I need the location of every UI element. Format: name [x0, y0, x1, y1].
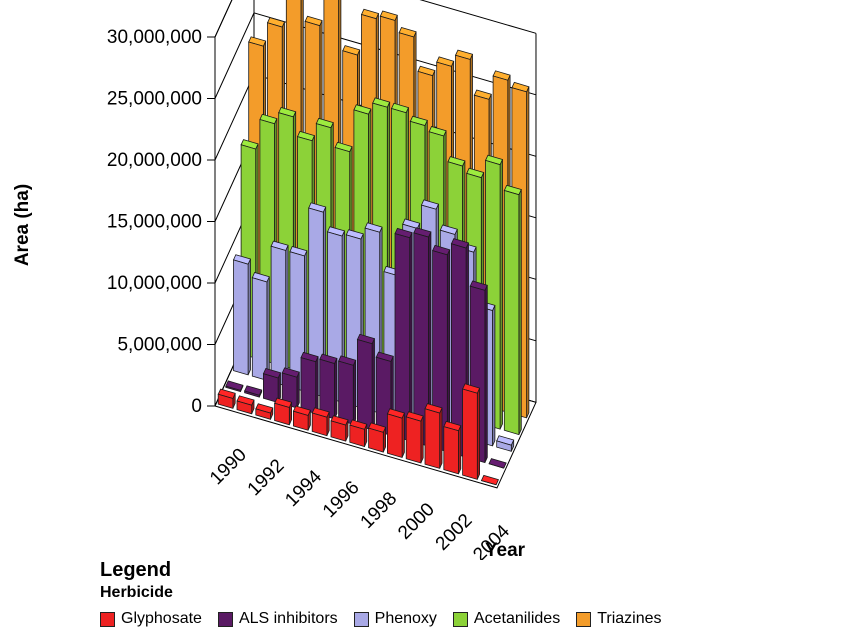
bar-glyphosate-2003: [462, 383, 481, 480]
y-tick-label-30-000-000: 30,000,000: [107, 27, 202, 48]
bar-glyphosate-1992: [255, 403, 274, 420]
legend-item-triazines: Triazines: [576, 610, 662, 628]
legend-subtitle: Herbicide: [100, 584, 173, 601]
bar-glyphosate-1994: [292, 405, 311, 431]
legend-item-phenoxy: Phenoxy: [353, 610, 437, 628]
x-tick-label-1996: 1996: [319, 477, 364, 522]
bar-als-inhibitors-1990: [225, 380, 244, 393]
y-tick-label-25-000-000: 25,000,000: [107, 89, 202, 110]
bar-als-inhibitors-1996: [338, 355, 357, 425]
legend-label-triazines: Triazines: [597, 610, 662, 627]
x-tick-label-1992: 1992: [244, 455, 289, 500]
bar-glyphosate-1993: [274, 397, 293, 426]
bar-glyphosate-2004: [480, 474, 499, 486]
x-tick-label-1994: 1994: [281, 466, 326, 511]
bars: [217, 0, 530, 486]
bar-glyphosate-1991: [236, 395, 255, 415]
bar-glyphosate-1996: [330, 415, 349, 442]
legend-swatch-als-inhibitors: [217, 611, 233, 627]
bar-als-inhibitors-1991: [244, 385, 263, 398]
legend: Legend Herbicide Glyphosate ALS inhibito…: [100, 558, 678, 628]
bar-phenoxy-1994: [308, 202, 327, 398]
legend-items: Glyphosate ALS inhibitors Phenoxy Acetan…: [100, 610, 678, 628]
bar-glyphosate-1999: [386, 408, 405, 459]
bar-phenoxy-1992: [270, 240, 289, 387]
bar-phenoxy-2004: [496, 435, 515, 452]
bar-glyphosate-2002: [443, 420, 462, 475]
x-tick-label-1998: 1998: [357, 488, 402, 533]
bar-glyphosate-1995: [311, 407, 330, 437]
series-glyphosate: [217, 383, 499, 486]
legend-swatch-triazines: [576, 611, 592, 627]
legend-swatch-phenoxy: [353, 611, 369, 627]
bar-als-inhibitors-2004: [488, 458, 507, 469]
chart: 0 5,000,000 10,000,000 15,000,000 20,000,000…: [12, 0, 537, 560]
legend-swatch-acetanilides: [452, 611, 468, 627]
bar-glyphosate-1990: [217, 388, 236, 409]
legend-item-acetanilides: Acetanilides: [452, 610, 561, 628]
gridline-6: [214, 0, 537, 38]
legend-label-als-inhibitors: ALS inhibitors: [238, 610, 338, 627]
bar-als-inhibitors-2001: [432, 244, 451, 453]
bar-glyphosate-1998: [368, 422, 387, 453]
legend-item-glyphosate: Glyphosate: [100, 610, 202, 628]
bar-phenoxy-1991: [251, 272, 270, 381]
y-tick-labels: 0 5,000,000 10,000,000 15,000,000 20,000,000…: [107, 27, 215, 417]
x-tick-label-2002: 2002: [432, 510, 477, 555]
y-tick-label-20-000-000: 20,000,000: [107, 150, 202, 171]
y-tick-label-10-000-000: 10,000,000: [107, 273, 202, 294]
legend-title: Legend: [100, 559, 172, 581]
bar-glyphosate-2000: [405, 411, 424, 464]
legend-item-als-inhibitors: ALS inhibitors: [217, 610, 338, 628]
legend-swatch-glyphosate: [100, 611, 115, 627]
bar-phenoxy-1990: [232, 254, 252, 376]
x-tick-label-1990: 1990: [206, 444, 251, 489]
bar-als-inhibitors-1997: [356, 333, 376, 431]
x-tick-label-2000: 2000: [394, 499, 439, 544]
bar-als-inhibitors-1993: [281, 367, 300, 409]
bar-als-inhibitors-1992: [262, 368, 282, 404]
bar-glyphosate-1997: [349, 419, 368, 448]
bar-acetanilides-2004: [503, 184, 522, 436]
y-tick-label-15-000-000: 15,000,000: [107, 212, 202, 233]
y-axis-label: Area (ha): [12, 184, 33, 266]
bar-als-inhibitors-1999: [394, 227, 413, 442]
bar-glyphosate-2001: [424, 403, 443, 469]
y-tick-label-0: 0: [191, 396, 202, 417]
x-axis-label: Year: [485, 540, 526, 560]
legend-label-glyphosate: Glyphosate: [121, 610, 202, 627]
bar-als-inhibitors-2000: [413, 227, 432, 447]
legend-label-acetanilides: Acetanilides: [473, 610, 561, 627]
y-tick-label-5-000-000: 5,000,000: [117, 335, 202, 356]
bar-als-inhibitors-1994: [300, 351, 319, 415]
legend-label-phenoxy: Phenoxy: [374, 610, 437, 627]
bar-als-inhibitors-1995: [319, 353, 338, 420]
